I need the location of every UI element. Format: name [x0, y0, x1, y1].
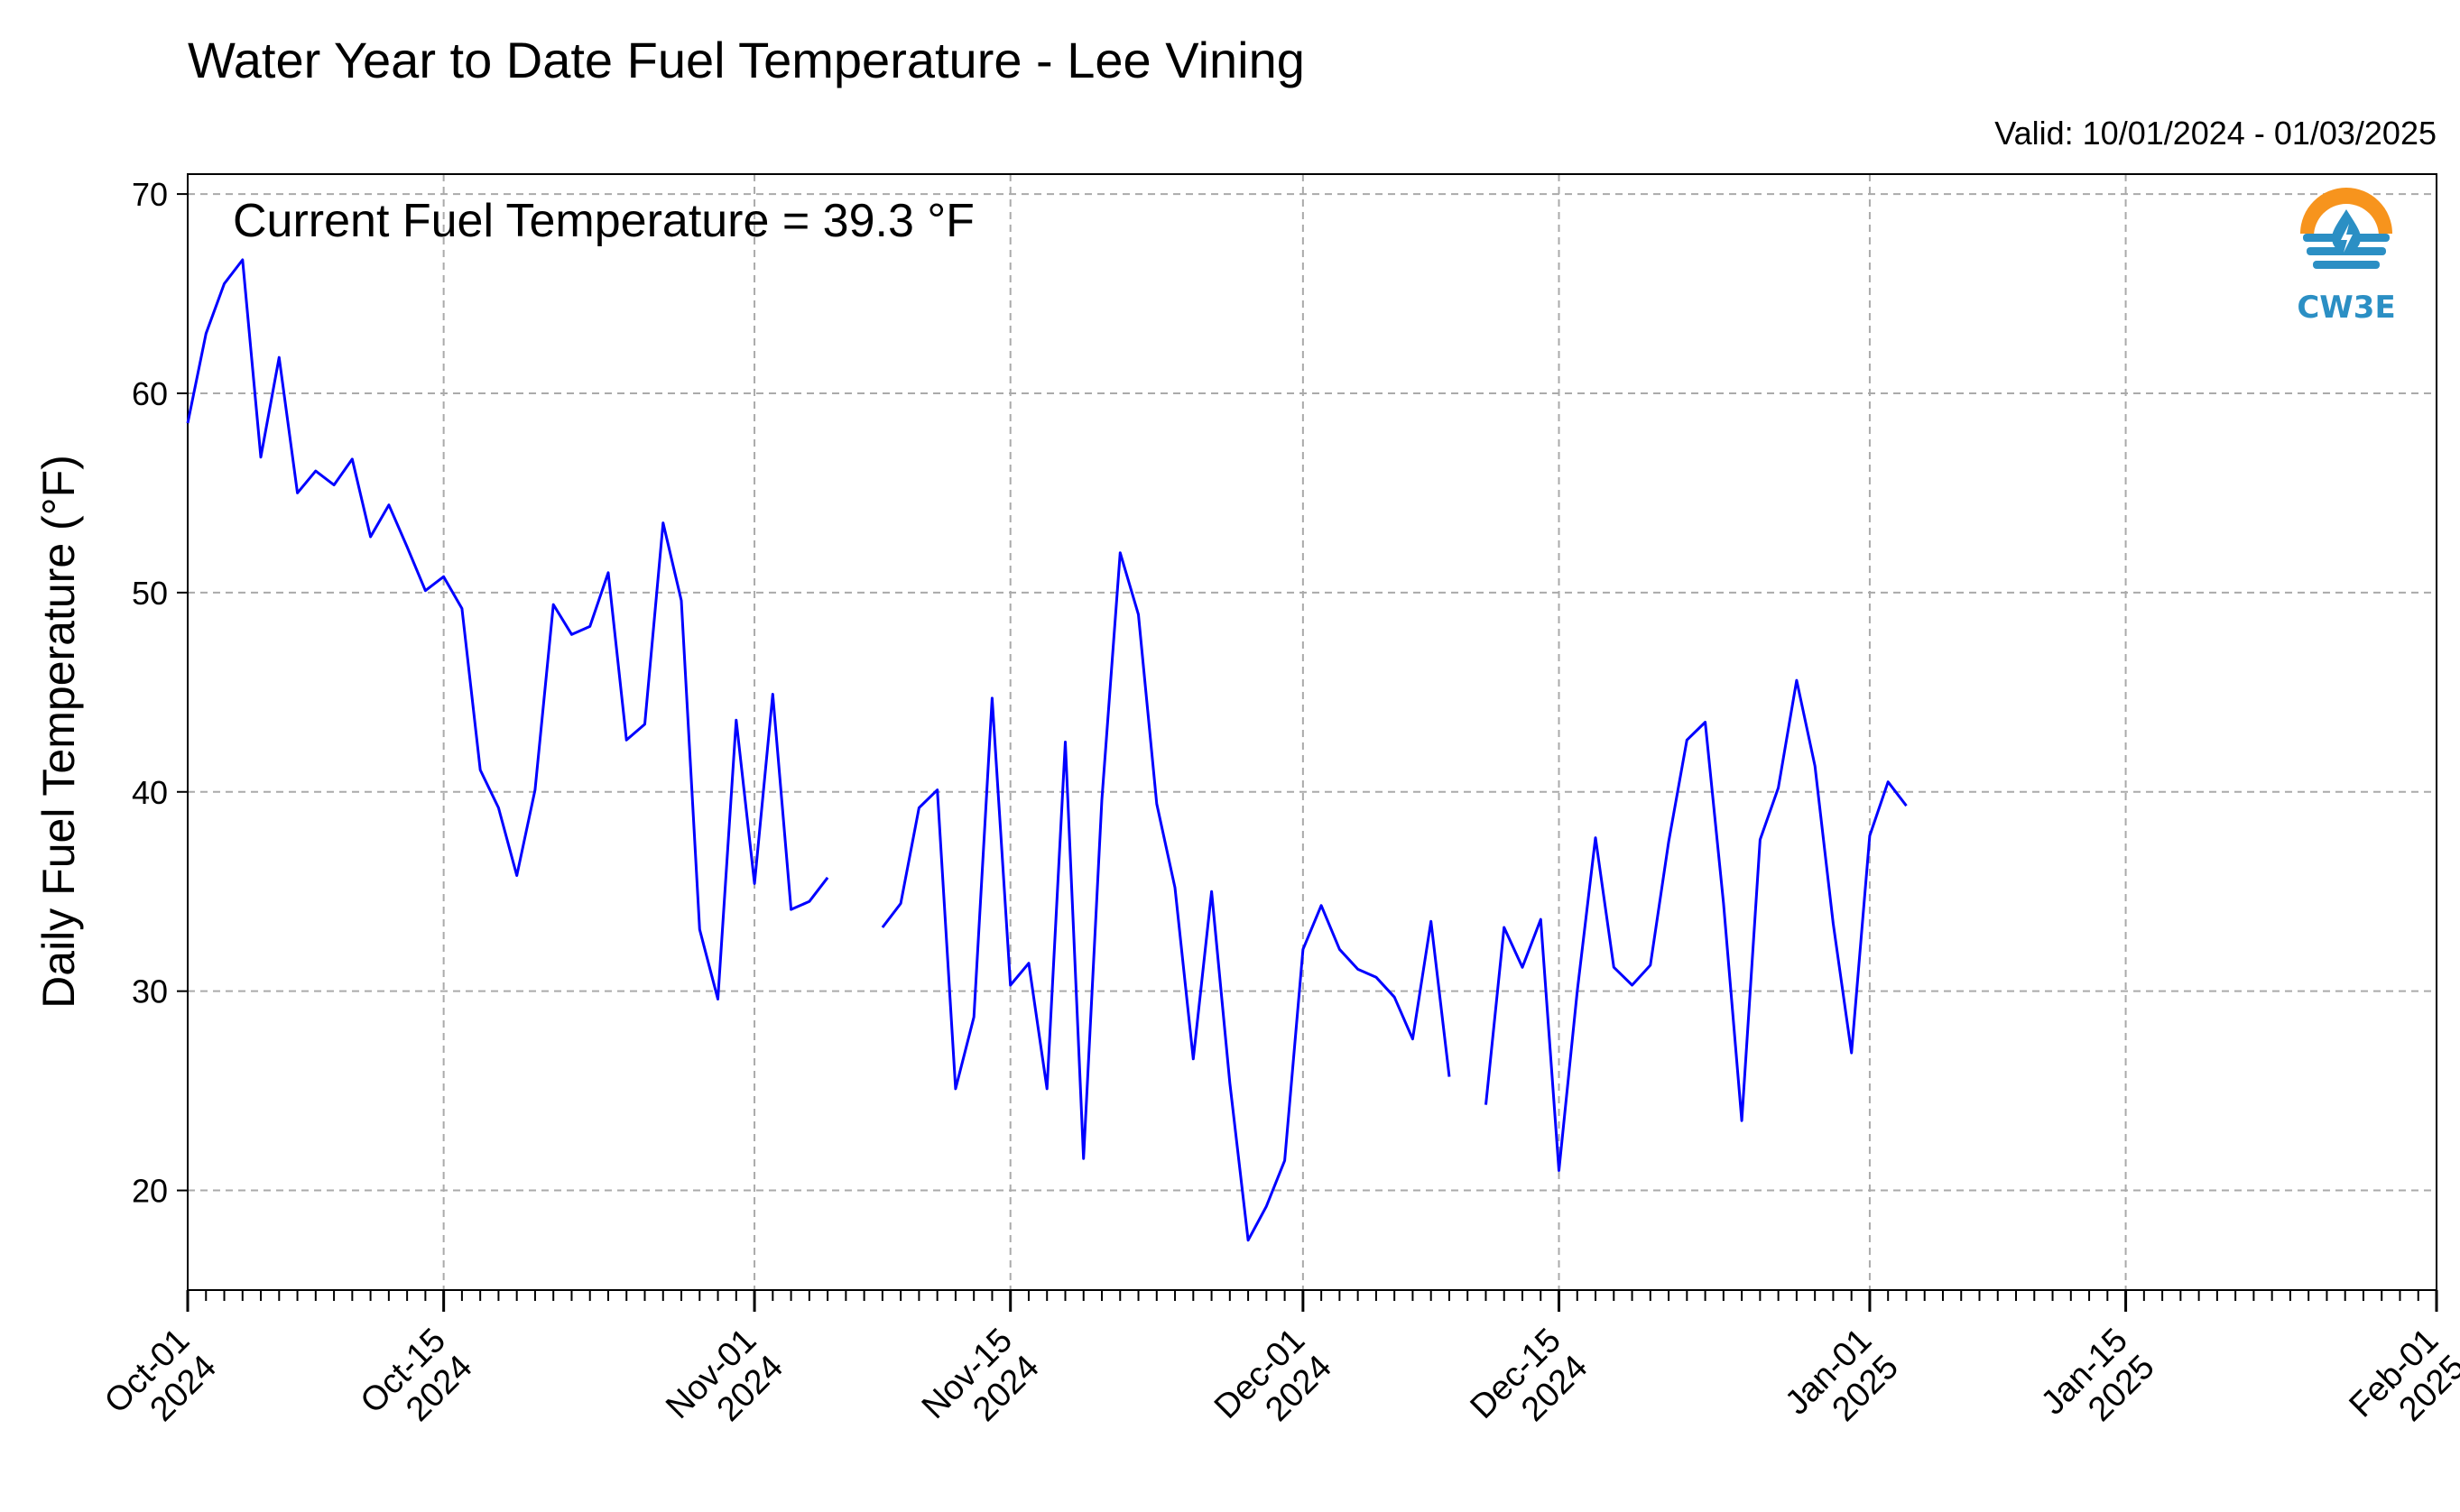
x-tick-label: Dec-152024 — [1464, 1322, 1595, 1453]
x-tick-label: Jan-012025 — [1778, 1322, 1906, 1450]
y-axis-label: Daily Fuel Temperature (°F) — [33, 455, 84, 1009]
series-line-segment — [881, 551, 1451, 1242]
chart-title: Water Year to Date Fuel Temperature - Le… — [188, 32, 1305, 88]
x-tick-label: Feb-012025 — [2343, 1322, 2460, 1452]
logo-text: CW3E — [2297, 290, 2395, 326]
grid-lines — [187, 174, 2437, 1290]
y-tick-label: 60 — [132, 375, 168, 412]
x-tick-label: Oct-152024 — [354, 1322, 480, 1448]
plot-frame — [187, 173, 2437, 1291]
y-axis: 20 30 40 50 60 70 — [132, 176, 188, 1210]
x-tick-label: Nov-012024 — [659, 1322, 791, 1453]
series-line-segment — [1484, 678, 1908, 1172]
x-tick-label: Jan-152025 — [2034, 1322, 2162, 1450]
x-tick-label: Nov-152024 — [915, 1322, 1047, 1453]
x-tick-label: Dec-012024 — [1207, 1322, 1339, 1453]
y-tick-label: 70 — [132, 176, 168, 213]
y-tick-label: 30 — [132, 973, 168, 1010]
y-tick-label: 20 — [132, 1173, 168, 1210]
x-tick-label: Oct-012024 — [97, 1322, 224, 1448]
x-axis: Oct-012024 Oct-152024 Nov-012024 Nov-152024… — [97, 1290, 2460, 1453]
current-fuel-temperature: Current Fuel Temperature = 39.3 °F — [233, 195, 975, 247]
data-series — [186, 258, 1908, 1242]
y-tick-label: 40 — [132, 774, 168, 811]
valid-date-range: Valid: 10/01/2024 - 01/03/2025 — [1994, 115, 2437, 152]
cw3e-logo-icon — [2300, 188, 2392, 288]
y-tick-label: 50 — [132, 575, 168, 612]
series-line-segment — [186, 258, 829, 1000]
